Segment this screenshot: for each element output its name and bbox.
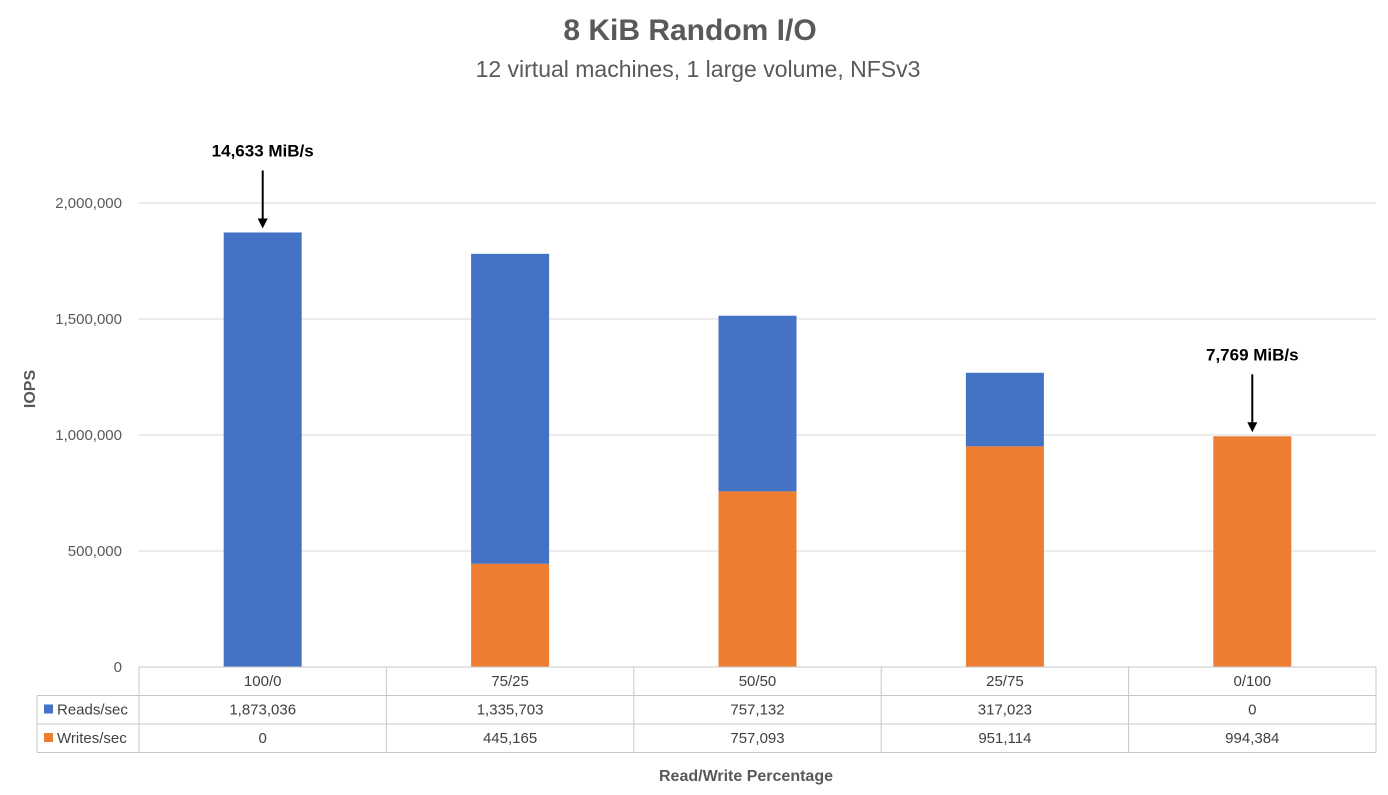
x-axis-title: Read/Write Percentage [659, 768, 833, 785]
legend-key [44, 733, 53, 742]
x-tick-label: 25/75 [986, 673, 1024, 690]
table-cell: 994,384 [1225, 730, 1279, 747]
bar-writes [965, 446, 1044, 667]
table-cell: 0 [259, 730, 267, 747]
y-axis-title: IOPS [22, 370, 39, 409]
bar-writes [718, 491, 797, 667]
bar-reads [965, 372, 1044, 447]
table-cell: 951,114 [978, 730, 1031, 747]
x-tick-label: 75/25 [491, 673, 529, 690]
table-cell: 0 [1248, 702, 1256, 719]
table-cell: 1,873,036 [229, 702, 296, 719]
data-table: 100/0 75/25 50/50 25/75 0/100 Reads/sec 1,873,… [36, 666, 1377, 753]
bar-reads [223, 232, 302, 668]
annotation-label: 7,769 MiB/s [1206, 345, 1299, 364]
annotation-label: 14,633 MiB/s [212, 141, 314, 160]
y-tick-label: 2,000,000 [55, 195, 122, 212]
annotation-arrowhead [257, 218, 268, 229]
bar-writes [471, 563, 550, 667]
table-cell: 445,165 [483, 730, 537, 747]
y-tick-label: 500,000 [68, 543, 122, 560]
annotations: 14,633 MiB/s 7,769 MiB/s [212, 141, 1299, 433]
bar-reads [471, 253, 550, 564]
legend-label: Reads/sec [57, 702, 128, 719]
bars [223, 232, 1292, 668]
table-cell: 317,023 [978, 702, 1032, 719]
legend-key [44, 704, 53, 714]
bar-reads [718, 315, 797, 492]
bar-writes [1213, 436, 1292, 667]
chart-subtitle: 12 virtual machines, 1 large volume, NFS… [476, 56, 921, 82]
x-tick-label: 100/0 [244, 673, 282, 690]
table-cell: 1,335,703 [477, 702, 544, 719]
y-tick-label: 0 [114, 659, 122, 676]
y-tick-label: 1,000,000 [55, 427, 122, 444]
x-tick-label: 50/50 [739, 673, 777, 690]
x-tick-label: 0/100 [1234, 673, 1272, 690]
chart-title: 8 KiB Random I/O [563, 14, 816, 47]
annotation-arrowhead [1247, 422, 1258, 433]
table-cell: 757,132 [730, 702, 784, 719]
y-tick-label: 1,500,000 [55, 311, 122, 328]
y-axis-ticks: 0 500,000 1,000,000 1,500,000 2,000,000 [55, 195, 122, 676]
table-cell: 757,093 [730, 730, 784, 747]
legend-label: Writes/sec [57, 730, 127, 747]
